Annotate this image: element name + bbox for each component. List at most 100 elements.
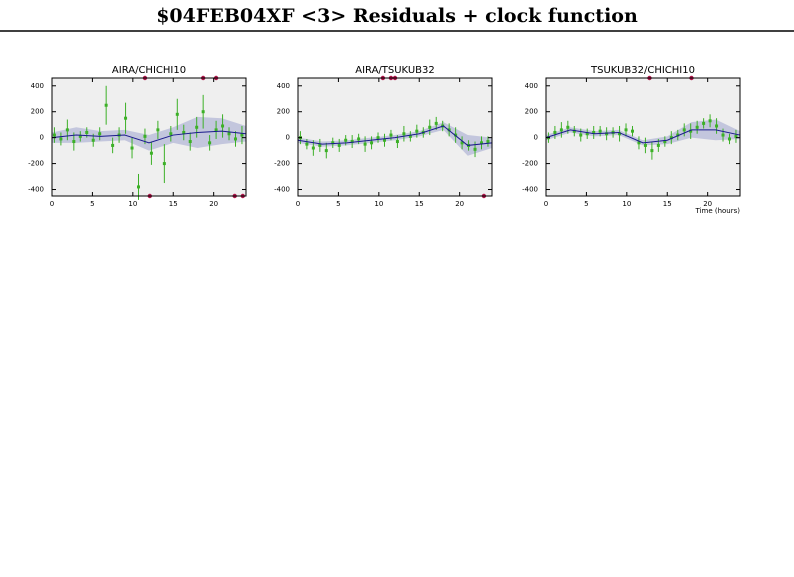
residual-point — [734, 134, 738, 138]
residual-point — [605, 132, 609, 136]
residual-point — [682, 128, 686, 132]
residual-point — [136, 185, 140, 189]
clock-function — [545, 129, 741, 144]
panel-title: AIRA/TSUKUB32 — [355, 65, 435, 76]
residual-point — [715, 124, 719, 128]
residual-point — [240, 133, 244, 137]
residual-point — [201, 110, 205, 114]
x-tick-label: 20 — [209, 200, 218, 208]
residual-point — [337, 143, 341, 147]
x-axis-label: Time (hours) — [695, 207, 741, 215]
residual-point — [305, 142, 309, 146]
plot-frame — [545, 77, 741, 197]
residual-point — [553, 130, 557, 134]
residual-point — [350, 140, 354, 144]
x-tick-label: 15 — [415, 200, 424, 208]
y-tick-label: -400 — [28, 186, 44, 194]
residual-point — [708, 119, 712, 123]
residual-point — [104, 103, 108, 107]
clock-function — [297, 125, 493, 146]
clock-band — [298, 122, 492, 156]
residual-point — [473, 147, 477, 151]
residual-point — [143, 134, 147, 138]
residual-point — [85, 130, 89, 134]
residual-point — [363, 142, 367, 146]
residual-point — [149, 151, 153, 155]
residual-point — [585, 132, 589, 136]
clock-band — [52, 116, 246, 151]
clock-function — [51, 130, 247, 144]
residual-point — [156, 128, 160, 132]
residual-point — [689, 129, 693, 133]
x-tick-label: 15 — [169, 200, 178, 208]
residual-point — [214, 128, 218, 132]
x-tick-label: 0 — [544, 200, 548, 208]
residual-point — [395, 140, 399, 144]
y-tick-label: 0 — [534, 134, 538, 142]
residual-point — [233, 137, 237, 141]
x-tick-label: 10 — [128, 200, 137, 208]
panel-title: TSUKUB32/CHICHI10 — [590, 65, 695, 76]
residual-point — [188, 140, 192, 144]
y-tick-label: 200 — [525, 108, 538, 116]
x-tick-label: 15 — [663, 200, 672, 208]
residual-point — [663, 140, 667, 144]
residual-point — [72, 140, 76, 144]
residual-point — [208, 141, 212, 145]
residual-point — [376, 136, 380, 140]
residual-point — [162, 162, 166, 166]
x-tick-label: 5 — [336, 200, 340, 208]
y-tick-label: 400 — [31, 82, 44, 90]
x-tick-label: 10 — [374, 200, 383, 208]
x-tick-label: 5 — [584, 200, 588, 208]
residual-point — [630, 129, 634, 133]
residual-point — [124, 116, 128, 120]
residual-point — [169, 132, 173, 136]
residual-point — [447, 128, 451, 132]
residual-point — [324, 149, 328, 153]
y-tick-label: 400 — [277, 82, 290, 90]
residual-point — [221, 124, 225, 128]
residual-point — [59, 137, 63, 141]
residual-point — [702, 121, 706, 125]
plot-frame — [51, 77, 247, 197]
residual-point — [676, 133, 680, 137]
y-tick-label: 200 — [31, 108, 44, 116]
panel-title: AIRA/CHICHI10 — [112, 65, 186, 76]
residual-point — [486, 140, 490, 144]
y-tick-label: -400 — [522, 186, 538, 194]
residual-point — [415, 129, 419, 133]
residual-point — [669, 136, 673, 140]
y-tick-label: 0 — [286, 134, 290, 142]
residual-point — [98, 132, 102, 136]
residual-point — [572, 129, 576, 133]
main-title: $04FEB04XF <3> Residuals + clock functio… — [156, 5, 638, 27]
residual-point — [195, 125, 199, 129]
residual-point — [357, 137, 361, 141]
residual-point — [637, 141, 641, 145]
residual-point — [402, 132, 406, 136]
residual-point — [721, 133, 725, 137]
residual-point — [130, 146, 134, 150]
clock-band — [546, 119, 740, 146]
residual-point — [624, 128, 628, 132]
y-tick-label: -200 — [274, 160, 290, 168]
x-tick-label: 10 — [622, 200, 631, 208]
residual-point — [559, 128, 563, 132]
y-tick-label: -400 — [274, 186, 290, 194]
residual-point — [370, 141, 374, 145]
y-tick-label: -200 — [522, 160, 538, 168]
x-tick-label: 20 — [455, 200, 464, 208]
residual-point — [65, 128, 69, 132]
x-tick-label: 0 — [296, 200, 300, 208]
residual-point — [91, 138, 95, 142]
residual-point — [618, 132, 622, 136]
residual-point — [408, 134, 412, 138]
residual-point — [479, 141, 483, 145]
y-tick-label: 0 — [40, 134, 44, 142]
residual-point — [182, 130, 186, 134]
residual-point — [382, 138, 386, 142]
residual-point — [227, 132, 231, 136]
plot-frame — [297, 77, 493, 197]
